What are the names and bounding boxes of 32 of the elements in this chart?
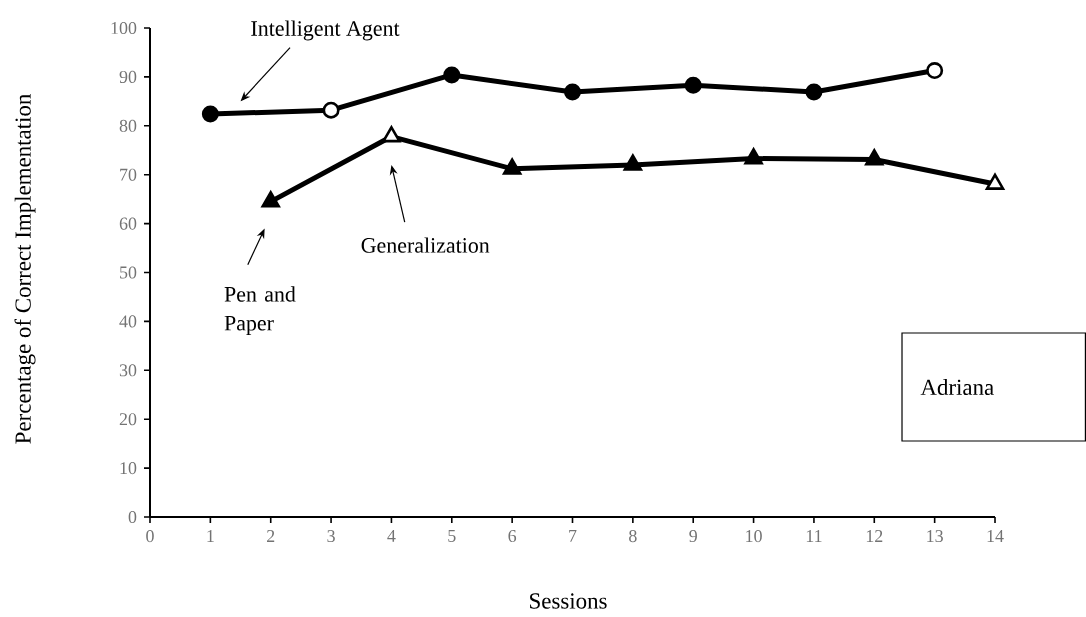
x-axis-title: Sessions	[530, 593, 607, 609]
x-tick-label: 6	[508, 530, 517, 543]
y-tick-label: 100	[111, 21, 137, 35]
y-tick-label: 90	[119, 70, 137, 83]
x-tick-label: 14	[987, 530, 1004, 542]
annotation: Generalization	[361, 237, 490, 253]
x-tick-label: 8	[629, 530, 637, 543]
annotation: Pen and Paper	[224, 286, 296, 336]
y-axis-title: Percentage of Correct Implementation	[14, 94, 36, 444]
x-tick-label: 13	[927, 530, 943, 543]
y-tick-label: 80	[119, 119, 137, 132]
x-tick-label: 2	[267, 530, 275, 542]
x-tick-label: 12	[866, 530, 883, 542]
x-tick-label: 11	[806, 530, 822, 542]
y-tick-label: 50	[120, 266, 137, 279]
y-tick-label: 10	[120, 462, 137, 475]
y-tick-label: 30	[119, 364, 137, 377]
x-tick-label: 7	[569, 530, 577, 542]
y-tick-label: 70	[120, 168, 137, 181]
y-tick-label: 20	[119, 413, 137, 426]
x-tick-label: 10	[746, 530, 762, 543]
y-tick-label: 0	[128, 510, 137, 524]
x-tick-label: 4	[387, 530, 396, 542]
x-tick-label: 0	[146, 530, 154, 543]
x-tick-label: 1	[207, 530, 214, 542]
annotation: Adriana	[920, 378, 994, 396]
x-tick-label: 3	[327, 530, 335, 543]
annotation: Intelligent Agent	[251, 20, 400, 41]
y-tick-label: 60	[119, 217, 137, 230]
x-tick-label: 5	[448, 530, 456, 542]
y-tick-label: 40	[119, 315, 137, 328]
x-tick-label: 9	[689, 530, 697, 543]
